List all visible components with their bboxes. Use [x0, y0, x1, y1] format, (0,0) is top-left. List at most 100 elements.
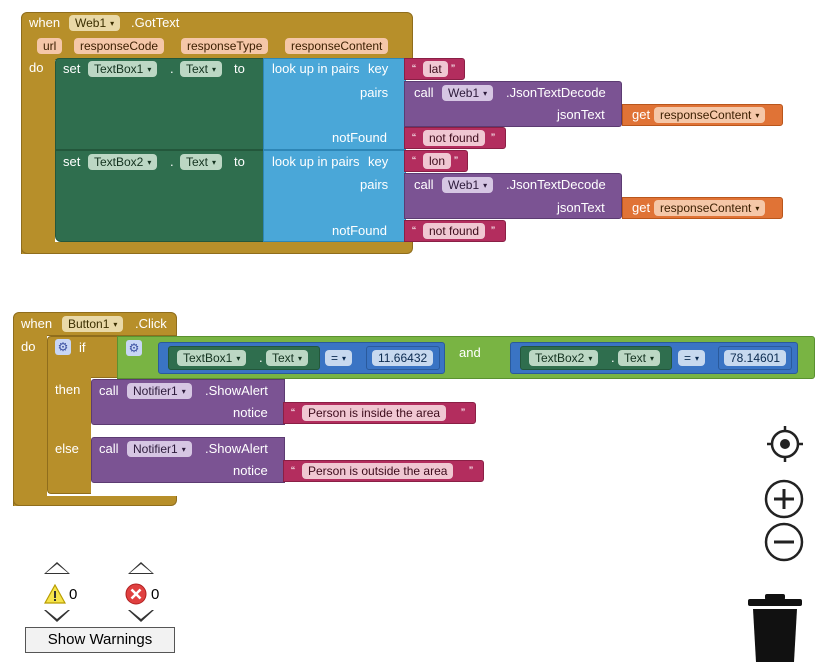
jsontext-label: jsonText [557, 200, 605, 215]
setter-property-dropdown[interactable]: Text ▾ [180, 61, 223, 77]
pairs-label: pairs [360, 85, 389, 100]
quote-open: “ [412, 62, 416, 76]
lookup-label: look up in pairs [272, 154, 360, 169]
event-name: .GotText [131, 15, 180, 30]
text-value-outside[interactable]: Person is outside the area [302, 463, 454, 479]
event-block-web1-gottext[interactable]: when Web1 ▾ .GotText url responseCode res… [21, 12, 413, 254]
warning-prev-arrow-icon[interactable] [44, 562, 70, 574]
quote-close: ” [469, 464, 473, 478]
call-label: call [99, 441, 119, 456]
lookup-label: look up in pairs [272, 61, 360, 76]
quote-close: ” [461, 406, 465, 420]
setter-property-dropdown[interactable]: Text ▾ [180, 154, 223, 170]
then-label: then [55, 382, 81, 397]
event-name: .Click [135, 316, 167, 331]
component-dropdown-button1[interactable]: Button1 ▾ [62, 316, 124, 332]
param-responsetype[interactable]: responseType [181, 38, 269, 54]
method-name: .ShowAlert [205, 383, 268, 398]
quote-close: ” [491, 131, 495, 145]
notice-label: notice [233, 405, 268, 420]
text-value-notfound[interactable]: not found [423, 223, 486, 239]
call-web1-jsontextdecode[interactable] [404, 81, 622, 127]
set-label: set [63, 61, 81, 76]
warning-count: 0 [69, 586, 78, 603]
component-dropdown-web1[interactable]: Web1 ▾ [69, 15, 121, 31]
notfound-label: notFound [332, 223, 387, 238]
get-label: get [632, 200, 651, 215]
lookup-in-pairs-block[interactable] [263, 150, 406, 242]
dot-separator: . [611, 350, 615, 365]
number-value[interactable]: 11.66432 [372, 350, 434, 366]
quote-close: ” [451, 62, 455, 76]
if-then-else-block[interactable] [47, 336, 119, 494]
setter-component-dropdown[interactable]: TextBox2 ▾ [88, 154, 158, 170]
notice-label: notice [233, 463, 268, 478]
call-component-dropdown[interactable]: Web1 ▾ [442, 177, 494, 193]
mutator-gear-icon[interactable]: ⚙ [55, 339, 71, 355]
call-component-dropdown[interactable]: Notifier1 ▾ [127, 441, 192, 457]
text-value-inside[interactable]: Person is inside the area [302, 405, 447, 421]
show-warnings-button[interactable]: Show Warnings [25, 627, 175, 653]
key-label: key [368, 61, 389, 76]
getter-property-dropdown[interactable]: Text ▾ [266, 350, 309, 366]
dot-separator: . [170, 154, 174, 169]
getter-component-dropdown[interactable]: TextBox1 ▾ [177, 350, 247, 366]
trash-icon[interactable] [746, 592, 804, 664]
to-label: to [234, 61, 245, 76]
error-count: 0 [151, 586, 160, 603]
quote-open: “ [412, 154, 416, 168]
call-component-dropdown[interactable]: Notifier1 ▾ [127, 383, 192, 399]
zoom-out-icon[interactable] [764, 522, 804, 562]
param-responsecode[interactable]: responseCode [74, 38, 165, 54]
notfound-label: notFound [332, 130, 387, 145]
crosshair-icon[interactable] [765, 424, 805, 464]
if-label: if [79, 340, 86, 355]
warning-next-arrow-icon[interactable] [44, 610, 70, 622]
zoom-in-icon[interactable] [764, 479, 804, 519]
compare-operator-dropdown[interactable]: = ▾ [678, 350, 706, 366]
getter-component-dropdown[interactable]: TextBox2 ▾ [529, 350, 599, 366]
method-name: .JsonTextDecode [506, 85, 606, 100]
text-value-lat[interactable]: lat [423, 61, 448, 77]
quote-open: “ [291, 464, 295, 478]
number-value[interactable]: 78.14601 [724, 350, 787, 366]
lookup-in-pairs-block[interactable] [263, 58, 406, 150]
method-name: .ShowAlert [205, 441, 268, 456]
to-label: to [234, 154, 245, 169]
quote-open: “ [291, 406, 295, 420]
call-component-dropdown[interactable]: Web1 ▾ [442, 85, 494, 101]
call-label: call [414, 85, 434, 100]
jsontext-label: jsonText [557, 107, 605, 122]
text-value-notfound[interactable]: not found [423, 130, 486, 146]
error-circle-icon [125, 583, 147, 605]
error-prev-arrow-icon[interactable] [128, 562, 154, 574]
call-label: call [99, 383, 119, 398]
dot-separator: . [259, 350, 263, 365]
else-label: else [55, 441, 79, 456]
param-url[interactable]: url [37, 38, 63, 54]
get-variable-dropdown[interactable]: responseContent ▾ [654, 200, 766, 216]
key-label: key [368, 154, 389, 169]
set-label: set [63, 154, 81, 169]
event-block-button1-click[interactable]: when Button1 ▾ .Click do [13, 312, 177, 506]
mutator-gear-icon[interactable]: ⚙ [126, 340, 142, 356]
quote-close: ” [491, 224, 495, 238]
getter-property-dropdown[interactable]: Text ▾ [618, 350, 661, 366]
show-warnings-label: Show Warnings [47, 631, 153, 648]
text-value-lon[interactable]: lon [423, 153, 452, 169]
do-label: do [21, 339, 36, 354]
and-label: and [459, 345, 481, 360]
param-responsecontent[interactable]: responseContent [285, 38, 389, 54]
quote-open: “ [412, 131, 416, 145]
when-label: when [21, 316, 53, 331]
method-name: .JsonTextDecode [506, 177, 606, 192]
quote-open: “ [412, 224, 416, 238]
get-variable-dropdown[interactable]: responseContent ▾ [654, 107, 766, 123]
dot-separator: . [170, 61, 174, 76]
error-next-arrow-icon[interactable] [128, 610, 154, 622]
do-label: do [29, 60, 44, 75]
call-web1-jsontextdecode[interactable] [404, 173, 622, 219]
compare-operator-dropdown[interactable]: = ▾ [325, 350, 353, 366]
warning-triangle-icon [44, 584, 66, 604]
setter-component-dropdown[interactable]: TextBox1 ▾ [88, 61, 158, 77]
